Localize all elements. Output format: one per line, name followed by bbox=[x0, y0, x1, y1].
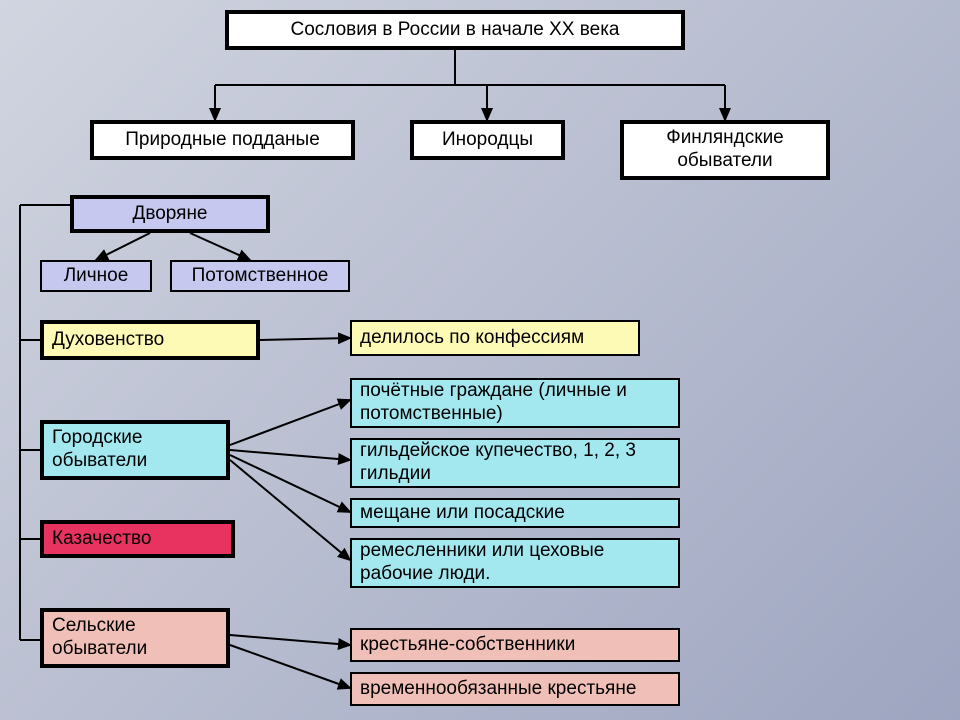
urban-box: Городские обыватели bbox=[40, 420, 230, 480]
urban-item-0: почётные граждане (личные и потомственны… bbox=[350, 378, 680, 428]
branch-native: Природные подданые bbox=[90, 120, 355, 160]
clergy-note: делилось по конфессиям bbox=[350, 320, 640, 356]
urban-item-3: ремесленники или цеховые рабочие люди. bbox=[350, 538, 680, 588]
branch-foreigners: Инородцы bbox=[410, 120, 565, 160]
clergy-box: Духовенство bbox=[40, 320, 260, 360]
branch-finnish: Финляндские обыватели bbox=[620, 120, 830, 180]
title-box: Сословия в России в начале XX века bbox=[225, 10, 685, 50]
nobles-box: Дворяне bbox=[70, 195, 270, 233]
rural-box: Сельские обыватели bbox=[40, 608, 230, 668]
nobles-personal: Личное bbox=[40, 260, 152, 292]
urban-item-2: мещане или посадские bbox=[350, 498, 680, 528]
urban-item-1: гильдейское купечество, 1, 2, 3 гильдии bbox=[350, 438, 680, 488]
rural-item-1: временнообязанные крестьяне bbox=[350, 672, 680, 706]
cossacks-box: Казачество bbox=[40, 520, 235, 558]
rural-item-0: крестьяне-собственники bbox=[350, 628, 680, 662]
nobles-hereditary: Потомственное bbox=[170, 260, 350, 292]
